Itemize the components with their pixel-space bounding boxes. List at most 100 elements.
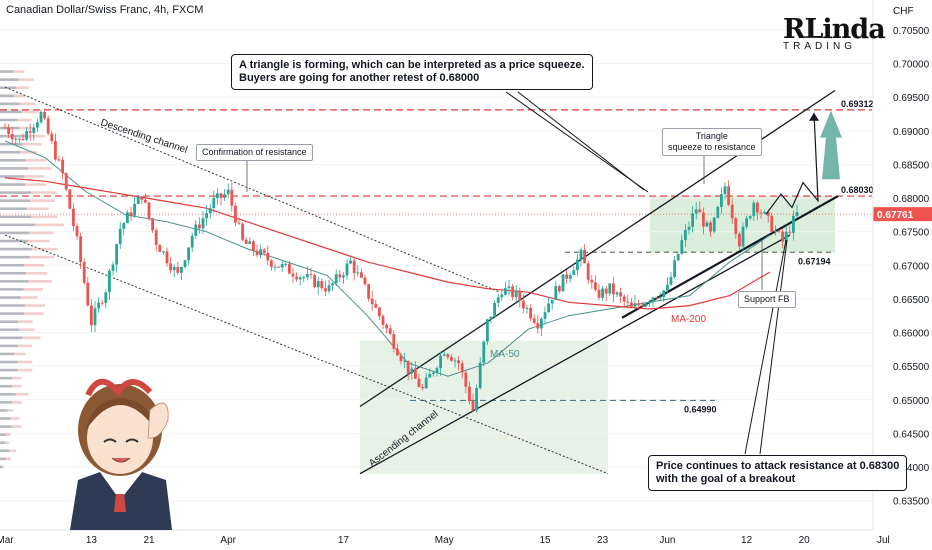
candle-body <box>680 240 684 254</box>
candle-body <box>640 304 644 307</box>
volume-profile-bar <box>24 304 46 307</box>
candle-body <box>788 231 792 233</box>
candle-body <box>61 159 64 174</box>
candle-body <box>514 290 518 298</box>
candle-body <box>378 307 381 317</box>
y-tick-label: 0.67000 <box>893 261 930 272</box>
candle-body <box>504 288 507 295</box>
y-tick-label: 0.69500 <box>893 93 930 104</box>
candle-body <box>190 235 194 248</box>
x-tick-label: Jul <box>877 535 890 546</box>
candle-body <box>262 249 266 253</box>
volume-profile-bar <box>0 344 18 348</box>
volume-profile-bar <box>18 78 34 81</box>
candle-body <box>403 360 406 362</box>
volume-profile-bar <box>0 142 23 146</box>
volume-profile-bar <box>0 449 9 453</box>
candle-body <box>50 133 54 141</box>
volume-profile-bar <box>0 441 5 444</box>
candle-body <box>424 377 428 389</box>
candle-body <box>784 231 788 242</box>
candle-body <box>360 272 363 278</box>
candle-body <box>273 266 277 268</box>
candle-body <box>298 277 302 280</box>
triangle-support-line <box>621 195 839 319</box>
volume-profile-bar <box>31 215 57 219</box>
candle-body <box>421 386 424 389</box>
volume-profile-bar <box>17 320 33 323</box>
descending-channel-label: Descending channel <box>99 117 189 155</box>
brand-logo: RLinda TRADING <box>783 14 886 58</box>
candle-body <box>10 133 14 140</box>
main-callout: A triangle is forming, which can be inte… <box>231 54 593 90</box>
candle-body <box>572 270 576 275</box>
last-price-tag <box>873 207 932 222</box>
candle-body <box>648 301 651 304</box>
candle-body <box>792 215 795 233</box>
volume-profile-bar <box>0 167 29 170</box>
volume-profile-bar <box>0 183 26 186</box>
volume-profile-bar <box>20 150 37 154</box>
candle-body <box>172 266 176 271</box>
candle-body <box>169 263 172 271</box>
x-tick-label: 13 <box>86 535 98 546</box>
volume-profile-bar <box>0 263 25 267</box>
candle-body <box>568 274 572 279</box>
candle-body <box>187 247 190 261</box>
candle-body <box>460 363 464 373</box>
volume-profile-bar <box>0 175 25 178</box>
candle-body <box>270 260 273 267</box>
chart-title: Canadian Dollar/Swiss Franc, 4h, FXCM <box>6 4 204 16</box>
candle-body <box>702 212 705 227</box>
candle-body <box>392 333 396 349</box>
descending-channel-lower <box>4 234 609 475</box>
candle-body <box>147 202 151 219</box>
x-tick-label: May <box>435 535 454 546</box>
candle-body <box>676 253 680 261</box>
candle-body <box>644 303 648 307</box>
candle-body <box>32 127 36 133</box>
candle-body <box>579 249 583 260</box>
volume-profile-bar <box>22 336 41 340</box>
candle-body <box>536 322 540 329</box>
candle-body <box>331 283 334 286</box>
candle-body <box>363 277 367 285</box>
candle-body <box>493 302 496 317</box>
candle-body <box>666 284 669 291</box>
candle-body <box>75 226 79 237</box>
candle-body <box>277 266 280 268</box>
volume-profile-bar <box>24 175 45 178</box>
candle-body <box>90 305 93 326</box>
candle-body <box>234 205 237 223</box>
volume-profile-bar <box>29 231 54 235</box>
volume-profile-bar <box>23 288 43 291</box>
y-tick-label: 0.65500 <box>893 362 930 373</box>
candle-body <box>525 307 529 309</box>
candle-body <box>162 251 165 253</box>
candle-body <box>248 241 252 244</box>
volume-profile-bar <box>2 465 4 469</box>
volume-profile-bar <box>0 417 11 420</box>
candle-body <box>399 355 403 362</box>
x-tick-label: Jun <box>659 535 675 546</box>
volume-profile-bar <box>27 239 51 243</box>
candle-body <box>86 282 90 306</box>
volume-profile-bar <box>30 199 55 202</box>
candle-body <box>122 223 126 229</box>
candle-body <box>777 230 781 232</box>
volume-profile-bar <box>19 102 36 106</box>
volume-profile-bar <box>20 296 38 299</box>
candle-body <box>388 328 392 334</box>
ma50-label: MA-50 <box>490 349 520 360</box>
candle-body <box>104 292 108 304</box>
descending-channel-upper <box>4 86 501 293</box>
volume-profile-bar <box>26 207 49 211</box>
volume-profile-bar <box>23 312 44 315</box>
volume-profile-bar <box>0 320 18 323</box>
candle-body <box>291 273 295 277</box>
volume-profile-bar <box>26 271 48 275</box>
candle-body <box>759 212 763 214</box>
candle-body <box>774 230 777 232</box>
candle-body <box>381 316 385 325</box>
candle-body <box>712 217 716 232</box>
